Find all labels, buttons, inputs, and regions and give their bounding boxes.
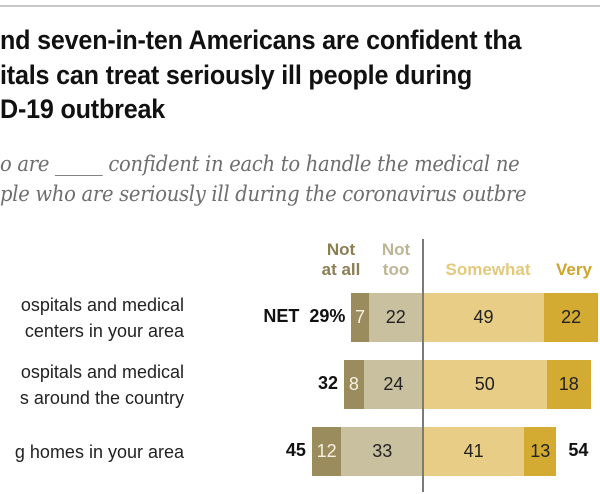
title-line-2: itals can treat seriously ill people dur… <box>0 60 473 90</box>
subtitle-line-2: ple who are seriously ill during the cor… <box>0 182 527 206</box>
bar-value-label: 41 <box>463 441 484 461</box>
title-line-1: nd seven-in-ten Americans are confident … <box>0 25 522 55</box>
net-negative-value: 29% <box>309 306 346 326</box>
net-negative-label: 45 <box>286 440 306 461</box>
bar-segment-very: 13 <box>524 427 557 476</box>
bar-segment-very: 18 <box>546 360 591 409</box>
bar-segment-not-too: 24 <box>363 360 423 409</box>
legend-not-too: Not too <box>376 240 416 280</box>
bar-segment-not-at-all: 8 <box>343 360 364 409</box>
net-positive-label: 54 <box>568 440 589 460</box>
bar-value-label: 18 <box>558 374 579 394</box>
row-label-2-line-1: ospitals and medical <box>20 362 184 382</box>
legend-not-at-all: Not at all <box>316 240 366 280</box>
bar-value-label: 22 <box>385 307 406 327</box>
row-label-3: g homes in your area <box>15 439 184 465</box>
zero-axis-line <box>422 239 424 492</box>
bar-segment-not-too: 33 <box>341 427 423 476</box>
legend-not-at-all-line-2: at all <box>321 260 361 279</box>
bar-value-label: 13 <box>530 441 551 461</box>
legend-somewhat: Somewhat <box>445 260 531 279</box>
bar-value-label: 7 <box>354 307 365 327</box>
bar-segment-somewhat: 49 <box>423 293 545 342</box>
bar-segment-not-too: 22 <box>368 293 423 342</box>
title-line-3: D-19 outbreak <box>0 94 166 124</box>
bar-segment-somewhat: 41 <box>423 427 525 476</box>
row-label-1-line-1: ospitals and medical <box>20 295 184 315</box>
bar-value-label: 49 <box>473 307 494 327</box>
row-label-2-line-2: s around the country <box>19 388 184 408</box>
bar-segment-not-at-all: 7 <box>351 293 369 342</box>
bar-segment-very: 22 <box>544 293 599 342</box>
row-label-3-line-1: g homes in your area <box>14 442 184 462</box>
legend-not-too-line-2: too <box>382 260 410 279</box>
row-label-1-line-2: centers in your area <box>24 321 184 341</box>
bar-value-label: 22 <box>561 307 582 327</box>
bar-value-label: 24 <box>383 374 404 394</box>
net-negative-label: 32 <box>318 373 338 394</box>
bar-segment-not-at-all: 12 <box>311 427 342 476</box>
net-prefix: NET <box>263 306 310 326</box>
bar-value-label: 33 <box>372 441 393 461</box>
row-label-2: ospitals and medical s around the countr… <box>20 359 184 411</box>
net-negative-value: 45 <box>285 440 306 460</box>
row-label-1: ospitals and medical centers in your are… <box>21 292 184 344</box>
bar-value-label: 50 <box>474 374 495 394</box>
legend-very: Very <box>556 260 592 279</box>
net-negative-label: NET 29% <box>263 306 345 327</box>
bar-value-label: 12 <box>316 441 337 461</box>
top-rule <box>0 5 600 7</box>
subtitle-line-1: o are _____ confident in each to handle … <box>0 152 520 176</box>
legend-not-at-all-line-1: Not <box>326 240 356 259</box>
bar-value-label: 8 <box>348 374 359 394</box>
net-negative-value: 32 <box>317 373 338 393</box>
legend-not-too-line-1: Not <box>381 240 411 259</box>
bar-segment-somewhat: 50 <box>423 360 547 409</box>
